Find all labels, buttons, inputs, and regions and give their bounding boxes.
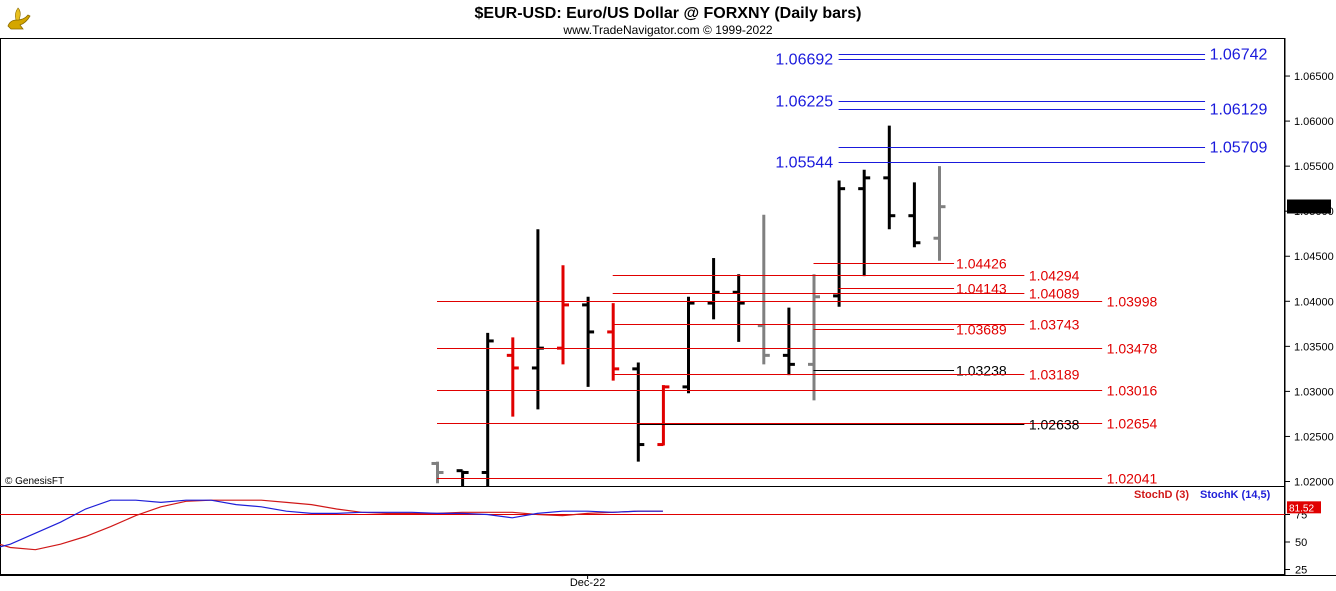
level-label: 1.04089: [1029, 286, 1080, 302]
ohlc-bar: [481, 332, 494, 486]
ohlc-bar: [757, 214, 770, 365]
chart-title: $EUR-USD: Euro/US Dollar @ FORXNY (Daily…: [475, 5, 862, 22]
ohlc-bar: [782, 307, 795, 376]
level-label: 1.04143: [956, 281, 1007, 297]
x-tick-label: Dec-22: [570, 577, 605, 589]
ohlc-bar: [732, 274, 745, 342]
y-tick-label: 1.06000: [1294, 116, 1334, 128]
level-label: 1.03478: [1107, 341, 1158, 357]
level-label: 1.06225: [775, 94, 833, 111]
y-tick-label: 1.03000: [1294, 386, 1334, 398]
ohlc-bar: [582, 296, 595, 387]
ohlc-bar: [883, 125, 896, 230]
ohlc-bar: [431, 461, 444, 484]
last-price-label: 1.05052: [1289, 202, 1329, 214]
level-label: 1.04294: [1029, 268, 1080, 284]
level-label: 1.06692: [775, 52, 833, 69]
stoch-series-line: [0, 499, 663, 548]
level-label: 1.03238: [956, 363, 1007, 379]
y-tick-label: 1.02500: [1294, 431, 1334, 443]
ohlc-bar: [657, 385, 670, 447]
stoch-y-tick-label: 50: [1295, 537, 1307, 549]
ohlc-bar: [707, 258, 720, 320]
stoch-last-box: [1287, 501, 1321, 514]
genie-lamp-icon: [3, 3, 33, 33]
level-label: 1.03189: [1029, 367, 1080, 383]
legend-stochk: StochK (14,5): [1200, 489, 1271, 501]
ohlc-bar: [682, 296, 695, 394]
last-price-box: [1287, 199, 1331, 214]
level-label: 1.03016: [1107, 383, 1158, 399]
ohlc-bar: [808, 274, 820, 401]
level-label: 1.02041: [1107, 471, 1158, 487]
level-label: 1.03743: [1029, 317, 1080, 333]
ohlc-bar: [632, 362, 645, 462]
y-tick-label: 1.06500: [1294, 71, 1334, 83]
ohlc-bar: [858, 169, 871, 277]
ohlc-bar: [531, 229, 544, 410]
ohlc-bar: [933, 166, 946, 261]
stoch-y-tick-label: 25: [1295, 565, 1307, 577]
watermark: © GenesisFT: [5, 476, 64, 487]
legend-stochd: StochD (3): [1134, 489, 1189, 501]
ohlc-bar: [908, 182, 921, 248]
ohlc-bar: [607, 303, 620, 381]
stoch-series-line: [0, 499, 663, 551]
level-label: 1.02654: [1107, 416, 1158, 432]
level-label: 1.02638: [1029, 417, 1080, 433]
ohlc-bar: [833, 180, 846, 307]
y-tick-label: 1.05500: [1294, 161, 1334, 173]
level-label: 1.05544: [775, 155, 833, 172]
stoch-last-label: 81.52: [1289, 503, 1314, 514]
level-label: 1.03998: [1107, 294, 1158, 310]
y-tick-label: 1.04500: [1294, 251, 1334, 263]
ohlc-bar: [557, 265, 569, 365]
level-label: 1.03689: [956, 322, 1007, 338]
price-panel: [0, 38, 1285, 487]
level-label: 1.04426: [956, 256, 1007, 272]
y-tick-label: 1.02000: [1294, 476, 1334, 488]
y-tick-label: 1.04000: [1294, 296, 1334, 308]
y-tick-label: 1.03500: [1294, 341, 1334, 353]
ohlc-bar: [506, 337, 519, 417]
level-label: 1.05709: [1210, 140, 1268, 157]
chart-subtitle: www.TradeNavigator.com © 1999-2022: [562, 23, 772, 37]
level-label: 1.06129: [1210, 102, 1268, 119]
level-label: 1.06742: [1210, 47, 1268, 64]
